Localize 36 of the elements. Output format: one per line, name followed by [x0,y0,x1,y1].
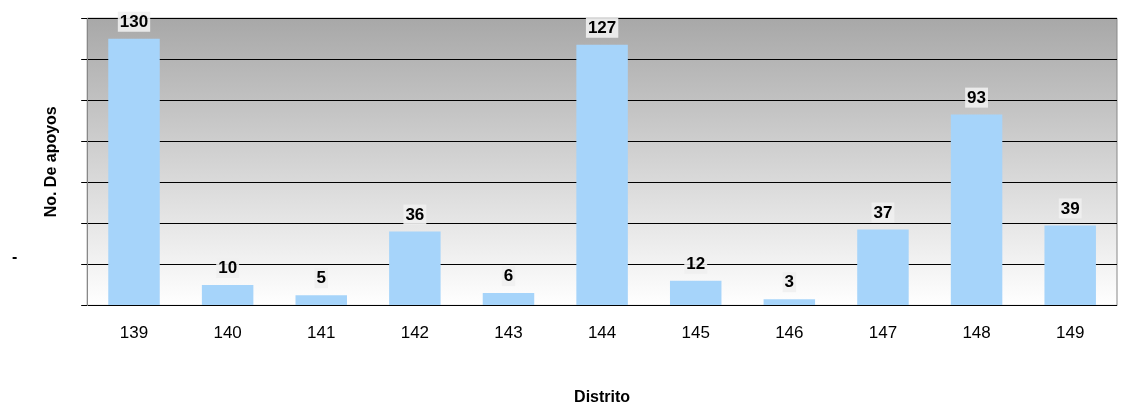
data-label: 3 [784,272,795,292]
data-label: 130 [119,11,149,31]
x-tick-label: 140 [213,323,242,343]
x-tick-label: 146 [775,323,804,343]
data-label: 36 [405,204,425,224]
x-tick-label: 148 [962,323,991,343]
data-label: 127 [587,18,617,38]
bar [108,38,160,305]
data-label: 37 [873,202,893,222]
bar [1044,225,1096,305]
data-label: 93 [967,87,987,107]
bar [295,295,347,305]
x-tick-label: 142 [400,323,430,343]
y-axis-title: No. De apoyos [42,106,60,218]
data-label: 39 [1060,198,1080,218]
bar [576,44,628,305]
x-tick-label: 139 [119,323,149,343]
data-label: 5 [316,268,326,288]
x-axis-title: Distrito [574,387,631,405]
x-tick-label: 143 [494,323,523,343]
bar [201,284,254,305]
bar [857,229,909,305]
data-label: 12 [686,253,706,273]
data-label: 10 [218,258,238,278]
bar [482,293,535,305]
x-tick-label: 145 [681,323,710,343]
x-tick-label: 144 [587,323,617,343]
bar [389,231,441,305]
x-tick-label: 147 [868,323,898,343]
x-tick-label: 141 [307,323,336,343]
text: - [12,248,18,266]
bar [950,114,1003,305]
x-tick-label: 149 [1056,323,1085,343]
data-label: 6 [503,266,514,286]
bar [763,299,816,305]
bar [669,280,722,305]
